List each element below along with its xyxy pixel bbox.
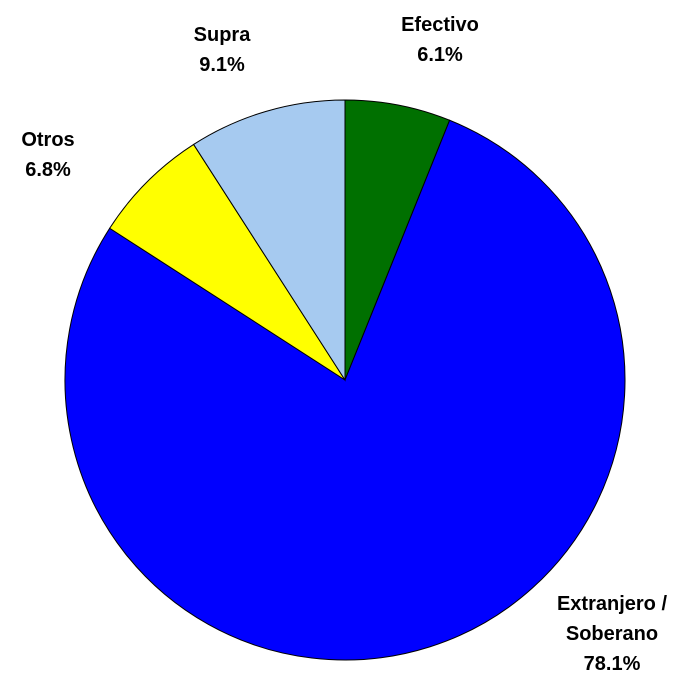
category-label: Efectivo — [401, 14, 479, 36]
category-label: Supra — [193, 24, 251, 46]
value-label: 78.1% — [583, 653, 641, 674]
category-label: Extranjero / Soberano — [556, 593, 668, 645]
slice-label: Extranjero / Soberano 78.1% — [547, 589, 677, 674]
value-label: 6.8% — [25, 159, 71, 181]
slice-label: Supra 9.1% — [157, 20, 287, 80]
category-label: Otros — [21, 129, 75, 151]
value-label: 9.1% — [199, 54, 245, 76]
pie-slice — [108, 143, 346, 381]
value-label: 6.1% — [417, 44, 463, 66]
slice-label: Otros 6.8% — [0, 125, 113, 185]
slice-label: Efectivo 6.1% — [375, 10, 505, 70]
pie-slice — [64, 119, 626, 661]
pie-slice — [192, 99, 346, 382]
